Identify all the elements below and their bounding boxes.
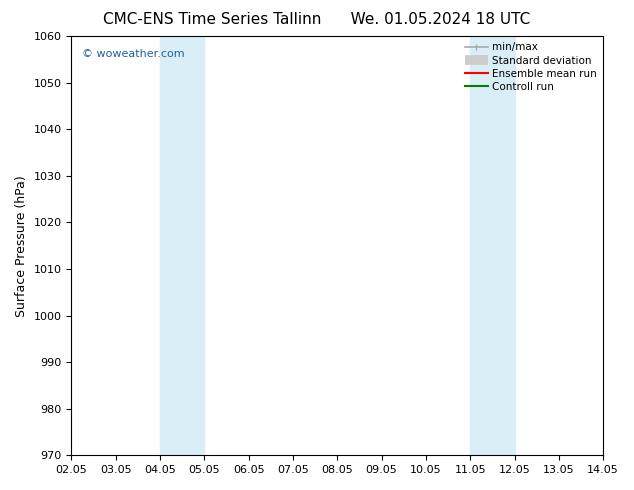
Bar (160, 36, 204, 455)
Y-axis label: Surface Pressure (hPa): Surface Pressure (hPa) (15, 175, 28, 317)
Text: CMC-ENS Time Series Tallinn      We. 01.05.2024 18 UTC: CMC-ENS Time Series Tallinn We. 01.05.20… (103, 12, 531, 27)
Text: © woweather.com: © woweather.com (82, 49, 184, 59)
Bar (470, 36, 515, 455)
Legend: min/max, Standard deviation, Ensemble mean run, Controll run: min/max, Standard deviation, Ensemble me… (462, 39, 600, 95)
